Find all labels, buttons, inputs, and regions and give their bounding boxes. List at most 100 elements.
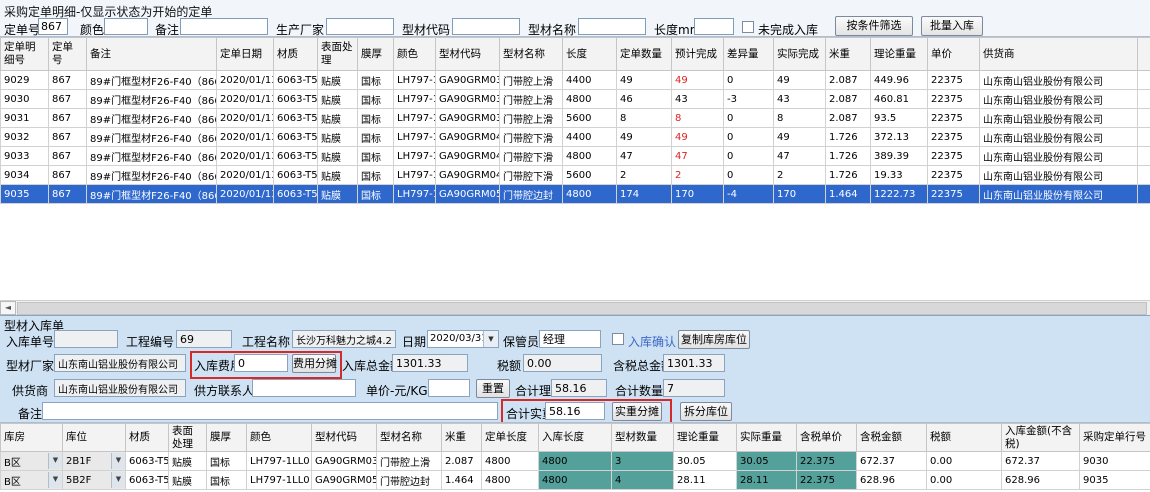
column-header[interactable]: 理论重量: [673, 423, 737, 453]
project-no-field[interactable]: [176, 330, 232, 348]
grid-cell[interactable]: 5600: [562, 108, 617, 128]
remark-field[interactable]: [42, 402, 498, 420]
grid-cell[interactable]: 9030: [1079, 451, 1150, 472]
grid-cell[interactable]: 0.00: [926, 470, 1002, 491]
column-header[interactable]: 长度: [562, 37, 617, 71]
chevron-down-icon[interactable]: ▼: [111, 472, 125, 489]
grid-cell[interactable]: -3: [723, 89, 774, 109]
grid-cell[interactable]: GA90GRM03: [435, 89, 500, 109]
grid-cell[interactable]: 国标: [357, 127, 394, 147]
filter-input[interactable]: [578, 18, 646, 35]
grid-cell[interactable]: 43: [671, 89, 724, 109]
grid-cell[interactable]: 1.726: [825, 165, 871, 185]
table-row[interactable]: 903086789#门框型材F26-F40（866+867）2020/01/13…: [0, 89, 1150, 109]
grid-cell[interactable]: 3: [611, 451, 674, 472]
table-row[interactable]: 903286789#门框型材F26-F40（866+867）2020/01/13…: [0, 127, 1150, 147]
grid-cell[interactable]: [1137, 108, 1150, 128]
grid-cell[interactable]: 449.96: [870, 70, 928, 90]
column-header[interactable]: 差异量: [723, 37, 774, 71]
grid-cell[interactable]: 山东南山铝业股份有限公司: [979, 184, 1138, 204]
grid-cell[interactable]: 6063-T5: [273, 70, 318, 90]
filter-input[interactable]: [38, 18, 68, 35]
grid-cell[interactable]: 1222.73: [870, 184, 928, 204]
grid-cell[interactable]: 22375: [927, 108, 980, 128]
grid-cell[interactable]: 49: [671, 127, 724, 147]
grid-cell[interactable]: 4400: [562, 127, 617, 147]
table-row[interactable]: 903486789#门框型材F26-F40（866+867）2020/01/13…: [0, 165, 1150, 185]
grid-cell[interactable]: 6063-T5: [273, 165, 318, 185]
table-row[interactable]: 902986789#门框型材F26-F40（866+867）2020/01/13…: [0, 70, 1150, 90]
grid-cell[interactable]: 门带腔上滑: [376, 451, 442, 472]
grid-cell[interactable]: 贴膜: [317, 108, 358, 128]
inbound-confirm-checkbox[interactable]: [612, 333, 624, 345]
grid-cell[interactable]: 1.726: [825, 127, 871, 147]
filter-input[interactable]: [104, 18, 148, 35]
grid-cell[interactable]: 628.96: [1001, 470, 1080, 491]
filter-input[interactable]: [180, 18, 268, 35]
tax-total-field[interactable]: [663, 354, 725, 372]
grid-cell[interactable]: 贴膜: [317, 70, 358, 90]
grid-cell[interactable]: [1137, 165, 1150, 185]
supplier-contact-field[interactable]: [252, 379, 356, 397]
grid-cell[interactable]: 9029: [0, 70, 49, 90]
grid-cell[interactable]: 8: [773, 108, 826, 128]
grid-cell[interactable]: 国标: [206, 451, 247, 472]
column-header[interactable]: 型材名称: [376, 423, 442, 453]
column-header[interactable]: 预计完成: [671, 37, 724, 71]
column-header[interactable]: 理论重量: [870, 37, 928, 71]
grid-cell[interactable]: 8: [671, 108, 724, 128]
batch-inbound-button[interactable]: 批量入库: [921, 16, 983, 36]
grid-cell[interactable]: 2020/01/13: [216, 165, 274, 185]
grid-cell[interactable]: B区 ▼: [0, 470, 63, 491]
grid-cell[interactable]: 9032: [0, 127, 49, 147]
grid-cell[interactable]: -4: [723, 184, 774, 204]
grid-cell[interactable]: [1137, 127, 1150, 147]
factory-field[interactable]: [54, 354, 186, 372]
column-header[interactable]: 定单数量: [616, 37, 672, 71]
table-row[interactable]: 903186789#门框型材F26-F40（866+867）2020/01/13…: [0, 108, 1150, 128]
unfinished-checkbox[interactable]: [742, 21, 754, 33]
grid-cell[interactable]: 2: [616, 165, 672, 185]
grid-cell[interactable]: 170: [671, 184, 724, 204]
grid-cell[interactable]: 672.37: [1001, 451, 1080, 472]
grid-cell[interactable]: LH797-1LL0: [393, 70, 436, 90]
column-header[interactable]: 含税金额: [856, 423, 927, 453]
grid-cell[interactable]: 山东南山铝业股份有限公司: [979, 108, 1138, 128]
grid-cell[interactable]: 628.96: [856, 470, 927, 491]
chevron-down-icon[interactable]: ▼: [48, 453, 62, 470]
grid-cell[interactable]: 9030: [0, 89, 49, 109]
grid-cell[interactable]: 2.087: [825, 89, 871, 109]
grid-cell[interactable]: 6063-T5: [273, 127, 318, 147]
grid-cell[interactable]: LH797-1LL0: [246, 470, 312, 491]
grid-cell[interactable]: 0: [723, 108, 774, 128]
scrollbar-thumb[interactable]: [17, 302, 1147, 315]
column-header[interactable]: 定单明细号: [0, 37, 49, 71]
grid-cell[interactable]: 8: [616, 108, 672, 128]
grid-cell[interactable]: LH797-1LL0: [393, 127, 436, 147]
keeper-field[interactable]: [539, 330, 601, 348]
grid-cell[interactable]: 19.33: [870, 165, 928, 185]
grid-cell[interactable]: 0: [723, 165, 774, 185]
total-amount-field[interactable]: [392, 354, 468, 372]
column-header[interactable]: 表面处理: [168, 423, 207, 453]
grid-cell[interactable]: 4800: [481, 470, 539, 491]
column-header[interactable]: 米重: [441, 423, 482, 453]
combo-cell[interactable]: B区 ▼: [1, 471, 62, 489]
grid-cell[interactable]: 9033: [0, 146, 49, 166]
grid-cell[interactable]: GA90GRM04: [435, 127, 500, 147]
actual-weight-field[interactable]: [545, 402, 605, 420]
grid-cell[interactable]: 9035: [1079, 470, 1150, 491]
grid-cell[interactable]: LH797-1LL0: [393, 108, 436, 128]
grid-cell[interactable]: 门带腔边封: [376, 470, 442, 491]
grid-cell[interactable]: 49: [616, 70, 672, 90]
grid-cell[interactable]: 门带腔边封: [499, 184, 563, 204]
grid-cell[interactable]: 门带腔上滑: [499, 89, 563, 109]
grid-cell[interactable]: [1137, 146, 1150, 166]
grid-cell[interactable]: 47: [671, 146, 724, 166]
filter-input[interactable]: [694, 18, 734, 35]
grid-cell[interactable]: 867: [48, 184, 87, 204]
grid-cell[interactable]: 2.087: [825, 108, 871, 128]
grid-cell[interactable]: 2B1F ▼: [62, 451, 126, 472]
column-header[interactable]: 入库金额(不含税): [1001, 423, 1080, 453]
grid-cell[interactable]: 89#门框型材F26-F40（866+867）: [86, 146, 217, 166]
